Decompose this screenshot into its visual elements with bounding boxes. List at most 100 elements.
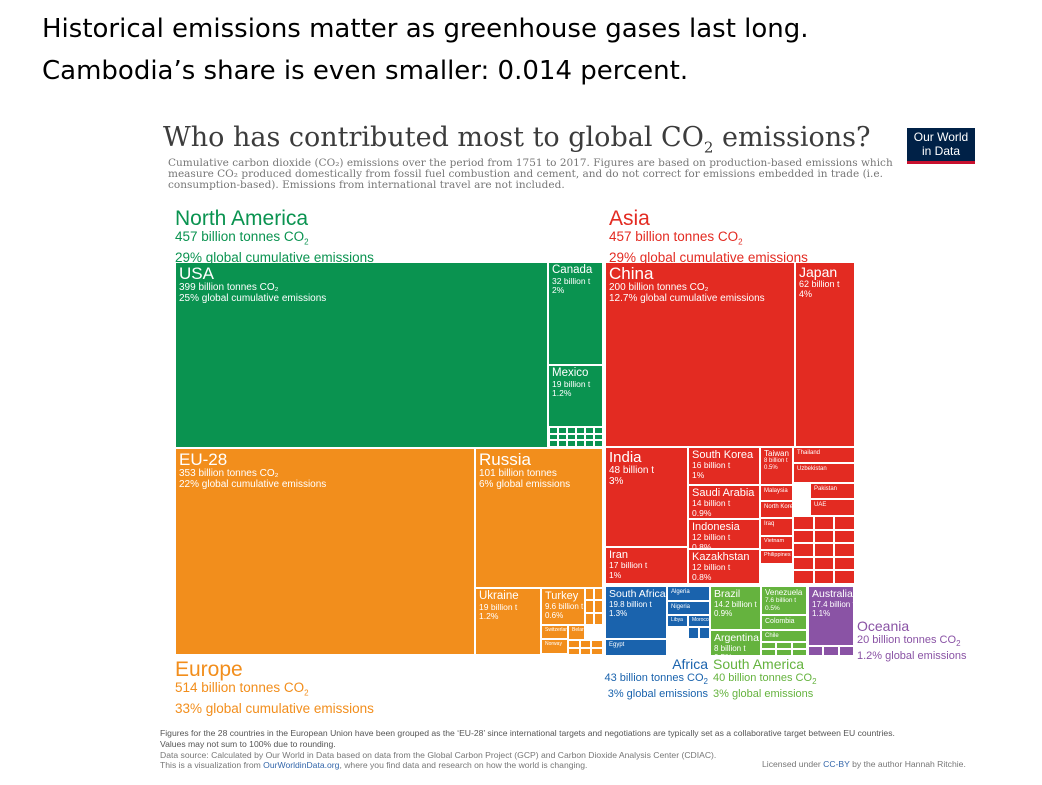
treemap-small-tile — [823, 646, 839, 656]
cell-value: 200 billion tonnes CO₂ — [609, 282, 709, 293]
cell-value: 14 billion t — [692, 498, 731, 508]
region-value: 514 billion tonnes CO2 — [175, 680, 309, 698]
region-label-south-america: South America 40 billion tonnes CO2 3% glo… — [713, 656, 817, 701]
treemap-small-tile — [558, 440, 567, 447]
treemap-small-tile — [568, 647, 580, 655]
slide-line-2: Cambodia’s share is even smaller: 0.014 … — [42, 56, 689, 86]
treemap-cell-belarus: Belarus — [568, 625, 585, 640]
cell-name: Uzbekistan — [797, 466, 827, 472]
region-share: 1.2% global emissions — [857, 650, 967, 663]
treemap-cell-algeria: Algeria — [667, 586, 710, 601]
treemap-cell-south-korea: South Korea 16 billion t 1% — [688, 447, 760, 485]
cell-share: 12.7% global cumulative emissions — [609, 293, 765, 304]
treemap-cell-iran: Iran 17 billion t 1% — [605, 547, 688, 584]
treemap-small-tile — [579, 647, 592, 655]
treemap-cell-vietnam: Vietnam — [760, 536, 793, 550]
treemap-small-tile — [591, 647, 603, 655]
cell-value: 14.2 billion t — [714, 599, 757, 609]
region-name: Europe — [175, 658, 243, 681]
owid-link[interactable]: OurWorldinData.org — [263, 760, 340, 770]
cell-name: Morocco — [692, 617, 710, 623]
cell-name: Ukraine — [479, 590, 519, 602]
cell-share: 1% — [609, 569, 622, 580]
treemap-small-tile — [594, 433, 603, 441]
cell-name: North Korea — [764, 504, 793, 510]
cell-name: Saudi Arabia — [692, 487, 755, 499]
cell-value: 9.6 billion t — [545, 602, 584, 611]
cell-name: Taiwan — [764, 449, 789, 458]
cell-name: Colombia — [765, 618, 795, 625]
cell-share: 0.9% — [692, 507, 712, 518]
treemap-small-tile — [813, 570, 835, 584]
lic-pre: Licensed under — [762, 759, 824, 769]
treemap-cell-taiwan: Taiwan 8 billion t 0.5% — [760, 447, 793, 485]
treemap-cell-ukraine: Ukraine 19 billion t 1.2% — [475, 588, 541, 655]
treemap-small-tile — [793, 543, 814, 557]
treemap-small-tile — [776, 642, 792, 649]
logo-line-1: Our World — [913, 130, 969, 144]
region-share: 33% global cumulative emissions — [175, 700, 374, 716]
cell-value: 19 billion t — [552, 378, 591, 389]
cell-share: 0.9% — [714, 608, 733, 618]
region-value: 43 billion tonnes CO2 — [604, 672, 708, 687]
treemap-cell-canada: Canada 32 billion t 2% — [548, 262, 603, 365]
cell-name: Kazakhstan — [692, 551, 750, 563]
cell-value: 12 billion t — [692, 562, 731, 572]
treemap-small-tile — [793, 556, 814, 571]
treemap-cell-nigeria: Nigeria — [667, 601, 710, 615]
cell-name: Russia — [479, 450, 531, 469]
cell-name: Thailand — [797, 450, 821, 456]
cc-by-link[interactable]: CC-BY — [823, 759, 850, 769]
treemap-small-tile — [699, 627, 710, 639]
treemap-small-tile — [793, 529, 814, 544]
treemap-small-tile — [567, 433, 576, 441]
treemap-cell-libya: Libya — [667, 615, 688, 627]
treemap-cell-china: China 200 billion tonnes CO₂ 12.7% global … — [605, 262, 795, 447]
cell-name: Malaysia — [764, 488, 788, 494]
cell-share: 22% global cumulative emissions — [179, 479, 327, 490]
cell-name: USA — [179, 264, 214, 283]
treemap-small-tile — [585, 588, 594, 601]
cell-name: South Korea — [692, 449, 754, 461]
cell-name: Egypt — [609, 642, 625, 648]
treemap-small-tile — [558, 433, 567, 441]
treemap-small-tile — [594, 612, 603, 625]
cell-name: Chile — [765, 633, 779, 639]
treemap-small-tile — [576, 440, 585, 447]
region-value: 20 billion tonnes CO2 — [857, 634, 961, 649]
footnote-eu: Figures for the 28 countries in the Euro… — [160, 728, 895, 738]
cell-value: 62 billion t — [799, 279, 840, 289]
region-share: 3% global emissions — [713, 688, 814, 701]
cell-name: South Africa — [609, 588, 666, 600]
treemap-cell-turkey: Turkey 9.6 billion t 0.6% — [541, 588, 585, 625]
region-name: Africa — [672, 656, 708, 672]
cell-name: Iran — [609, 549, 628, 561]
cell-share: 1.1% — [812, 608, 831, 618]
vis-post: , where you find data and research on ho… — [339, 760, 588, 770]
treemap-cell-australia: Australia 17.4 billion t 1.1% — [808, 586, 854, 646]
treemap-small-tile — [834, 570, 855, 584]
owid-logo: Our World in Data — [907, 128, 975, 164]
footnote-rounding: Values may not sum to 100% due to roundi… — [160, 739, 336, 749]
cell-name: Turkey — [545, 590, 579, 602]
cell-share: 0.8% — [692, 571, 712, 582]
treemap-cell-malaysia: Malaysia — [760, 485, 793, 501]
chart-title-end: emissions? — [713, 122, 871, 153]
cell-value: 12 billion t — [692, 532, 731, 542]
cell-value: 353 billion tonnes CO₂ — [179, 468, 279, 479]
cell-share: 1.2% — [552, 388, 572, 398]
region-label-oceania: Oceania 20 billion tonnes CO2 1.2% global … — [857, 619, 967, 663]
cell-name: Norway — [545, 641, 562, 647]
treemap-small-tile — [688, 627, 699, 639]
region-name: South America — [713, 656, 805, 672]
region-label-asia: Asia 457 billion tonnes CO2 29% global cum… — [609, 208, 808, 265]
treemap-cell-brazil: Brazil 14.2 billion t 0.9% — [710, 586, 761, 630]
treemap-small-tile — [808, 646, 824, 656]
treemap-cell-russia: Russia 101 billion tonnes 6% global emissi… — [475, 448, 603, 588]
treemap-small-tile — [838, 646, 854, 656]
treemap-small-tile — [791, 642, 807, 649]
region-value: 457 billion tonnes CO2 — [609, 229, 743, 247]
cell-value: 8 billion t — [764, 458, 788, 464]
cell-name: Japan — [799, 264, 838, 280]
treemap-small-tile — [813, 556, 835, 571]
